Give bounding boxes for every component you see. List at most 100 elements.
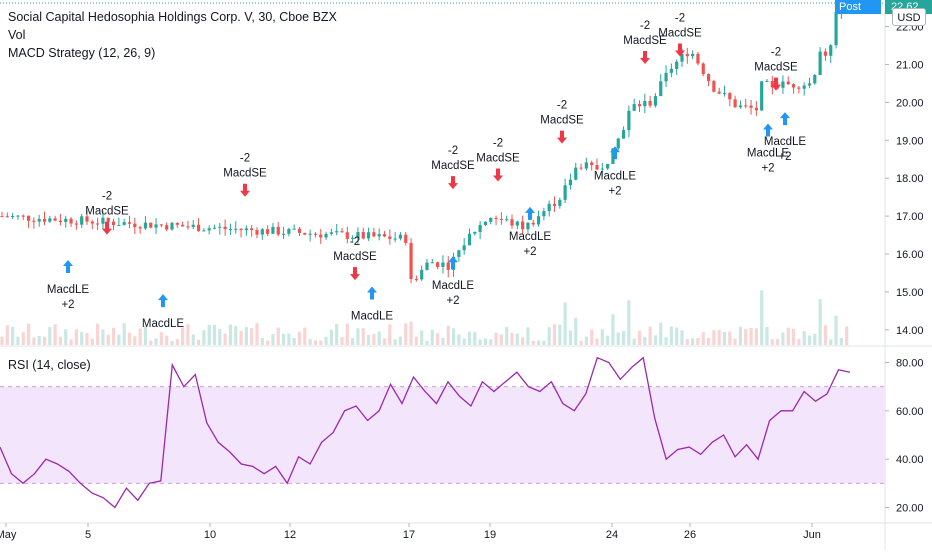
- volume-bar: [175, 339, 179, 345]
- candle-body: [308, 233, 312, 235]
- volume-bar: [351, 338, 355, 345]
- candle-body: [675, 61, 679, 69]
- candle-body: [706, 74, 711, 81]
- buy-signal-label: MacdLE: [47, 284, 90, 296]
- volume-bar: [584, 336, 588, 345]
- volume-bar: [574, 317, 578, 345]
- candle-body: [441, 262, 445, 267]
- volume-bar: [813, 333, 817, 345]
- volume-bar: [776, 338, 780, 345]
- sell-arrow-icon: [675, 43, 685, 57]
- price-tick-label: 20.00: [896, 97, 924, 109]
- volume-bar: [834, 315, 838, 345]
- candle-body: [552, 203, 557, 206]
- sell-signal-qty: -2: [448, 145, 458, 157]
- chart-title[interactable]: Social Capital Hedosophia Holdings Corp.…: [8, 10, 337, 24]
- volume-bar: [606, 335, 610, 345]
- candle-body: [802, 85, 806, 89]
- candle-body: [393, 238, 397, 240]
- price-tick-label: 19.00: [896, 135, 924, 147]
- buy-signal-qty: +2: [523, 246, 536, 258]
- volume-bar: [181, 327, 185, 345]
- volume-bar: [436, 333, 440, 345]
- candle-body: [388, 236, 392, 239]
- candle-body: [0, 216, 4, 218]
- strategy-legend[interactable]: MACD Strategy (12, 26, 9): [8, 46, 156, 60]
- volume-bar: [196, 339, 201, 345]
- volume-bar: [393, 339, 397, 345]
- rsi-legend[interactable]: RSI (14, close): [8, 358, 91, 372]
- candle-body: [122, 222, 126, 225]
- volume-bar: [398, 336, 403, 345]
- candle-body: [536, 216, 541, 225]
- candle-body: [786, 81, 790, 85]
- volume-bar: [510, 332, 514, 345]
- volume-bar: [138, 328, 142, 345]
- sell-arrow-icon: [771, 77, 781, 91]
- candle-body: [547, 203, 551, 212]
- buy-signal-label: MacdLE: [764, 136, 807, 148]
- candle-body: [313, 233, 318, 235]
- buy-signal-label: MacdLE: [142, 318, 185, 330]
- volume-legend[interactable]: Vol: [8, 28, 26, 42]
- volume-bar: [255, 323, 259, 345]
- volume-bar: [85, 333, 89, 345]
- volume-bar: [212, 324, 217, 345]
- price-tick-label: 14.00: [896, 325, 924, 337]
- rsi-tick-label: 20.00: [896, 503, 924, 515]
- volume-bar: [515, 333, 519, 345]
- candle-body: [797, 87, 801, 89]
- candle-body: [611, 148, 615, 164]
- candle-body: [515, 221, 519, 226]
- volume-bar: [462, 338, 466, 345]
- volume-bar: [457, 334, 461, 345]
- candle-body: [823, 51, 828, 56]
- candle-body: [717, 91, 721, 94]
- volume-bar: [738, 326, 743, 345]
- buy-signal-qty: +2: [608, 185, 621, 197]
- candle-body: [579, 167, 583, 169]
- sell-signal-qty: -2: [493, 138, 503, 150]
- volume-bar: [483, 338, 488, 345]
- volume-bar: [117, 334, 121, 345]
- volume-bar: [313, 340, 318, 345]
- candle-body: [680, 53, 684, 62]
- volume-bar: [223, 333, 227, 345]
- candle-body: [85, 216, 89, 222]
- volume-bar: [303, 327, 307, 345]
- volume-bar: [632, 338, 636, 345]
- sell-signal-qty: -2: [640, 20, 650, 32]
- volume-bar: [276, 327, 280, 345]
- candle-body: [568, 179, 573, 186]
- volume-bar: [749, 328, 753, 345]
- candle-body: [818, 51, 822, 75]
- candle-body: [473, 231, 477, 234]
- volume-bar: [685, 338, 689, 345]
- candle-body: [202, 230, 206, 232]
- sell-signal-label: MacdSE: [431, 160, 475, 172]
- currency-button[interactable]: USD: [892, 8, 926, 26]
- candle-body: [96, 223, 100, 225]
- candle-body: [303, 232, 307, 235]
- candle-body: [117, 224, 121, 226]
- sell-arrow-icon: [493, 168, 503, 182]
- volume-bar: [80, 332, 84, 345]
- volume-bar: [69, 339, 73, 345]
- candle-body: [696, 53, 700, 64]
- volume-bar: [228, 324, 233, 345]
- volume-bar: [250, 328, 254, 345]
- candle-body: [42, 219, 47, 222]
- sell-signal-qty: -2: [771, 47, 781, 59]
- candle-body: [563, 185, 567, 200]
- sell-signal-qty: -2: [350, 236, 360, 248]
- volume-bar: [149, 340, 153, 345]
- candle-body: [138, 227, 142, 229]
- candle-body: [372, 232, 376, 237]
- candle-body: [685, 53, 689, 57]
- candle-body: [175, 222, 179, 225]
- candle-body: [266, 229, 270, 234]
- volume-bar: [96, 323, 100, 345]
- volume-bar: [170, 340, 174, 345]
- volume-bar: [53, 324, 57, 345]
